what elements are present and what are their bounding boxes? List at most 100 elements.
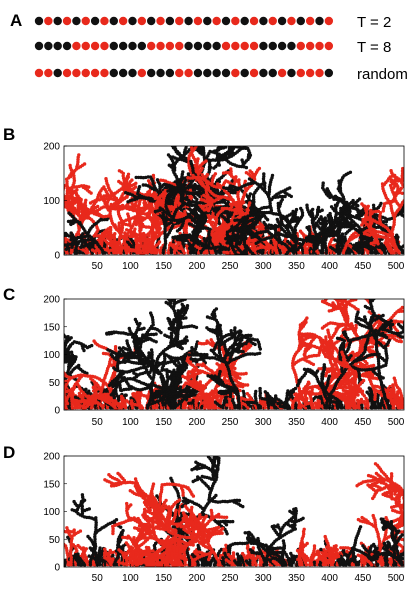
dot bbox=[72, 68, 81, 78]
dot bbox=[109, 16, 119, 26]
particle bbox=[185, 244, 189, 248]
particle bbox=[186, 138, 189, 141]
particle bbox=[162, 127, 165, 130]
particle bbox=[186, 130, 189, 133]
particle bbox=[227, 138, 230, 141]
particle bbox=[199, 249, 204, 253]
particle bbox=[162, 112, 165, 115]
particle bbox=[185, 141, 188, 144]
particle bbox=[160, 128, 163, 131]
particle bbox=[340, 232, 345, 236]
dot bbox=[240, 16, 249, 26]
particle bbox=[167, 138, 170, 141]
dot bbox=[100, 41, 109, 51]
particle bbox=[163, 135, 166, 138]
particle bbox=[143, 118, 146, 121]
dot bbox=[240, 41, 249, 51]
particle bbox=[132, 110, 135, 113]
particle bbox=[109, 228, 113, 232]
particle bbox=[157, 240, 162, 244]
particle bbox=[247, 142, 250, 145]
panel-letter-b: B bbox=[3, 125, 15, 144]
particle bbox=[233, 140, 236, 143]
dot bbox=[34, 68, 44, 78]
particle bbox=[194, 139, 197, 142]
particle bbox=[61, 196, 64, 199]
particle bbox=[198, 137, 201, 140]
particle bbox=[47, 171, 50, 174]
particle bbox=[143, 113, 146, 116]
particle bbox=[109, 225, 113, 230]
particle bbox=[148, 128, 151, 131]
particle bbox=[60, 178, 63, 181]
particle bbox=[64, 243, 68, 247]
particle bbox=[54, 175, 57, 178]
particle bbox=[60, 182, 63, 185]
particle bbox=[147, 130, 150, 133]
particle bbox=[65, 182, 69, 186]
dot bbox=[221, 16, 231, 26]
particle bbox=[141, 138, 144, 141]
dot bbox=[287, 68, 296, 78]
particle bbox=[189, 136, 192, 139]
particle bbox=[168, 122, 171, 125]
particle bbox=[143, 116, 146, 119]
dot bbox=[34, 16, 44, 26]
particle bbox=[323, 243, 327, 248]
particle bbox=[202, 135, 205, 138]
dot bbox=[305, 16, 315, 26]
dot bbox=[259, 16, 268, 26]
particle bbox=[142, 201, 146, 205]
particle bbox=[59, 182, 62, 185]
particle bbox=[159, 126, 162, 129]
particle bbox=[200, 135, 203, 138]
particle bbox=[49, 172, 52, 175]
particle bbox=[165, 114, 168, 117]
particle bbox=[142, 123, 145, 126]
particle bbox=[149, 115, 152, 118]
particle bbox=[137, 185, 142, 189]
particle bbox=[141, 183, 145, 187]
dot-row-1 bbox=[34, 41, 334, 51]
particle bbox=[142, 118, 145, 121]
dot bbox=[259, 41, 268, 51]
particle bbox=[160, 125, 163, 128]
particle bbox=[200, 137, 203, 140]
particle bbox=[77, 205, 81, 209]
particle bbox=[169, 135, 172, 138]
particle bbox=[199, 140, 202, 143]
particle bbox=[56, 178, 59, 181]
dot bbox=[165, 41, 175, 51]
particle bbox=[286, 239, 290, 244]
row-label-t2: T = 2 bbox=[357, 14, 391, 31]
particle bbox=[174, 128, 177, 131]
particle bbox=[141, 254, 145, 255]
particle bbox=[151, 173, 156, 178]
particle bbox=[190, 135, 193, 138]
particle bbox=[60, 175, 63, 178]
particle bbox=[165, 121, 168, 124]
particle bbox=[73, 251, 77, 255]
particle bbox=[58, 181, 61, 184]
particle bbox=[348, 244, 352, 248]
particle bbox=[156, 130, 159, 133]
particle bbox=[144, 255, 147, 258]
particle bbox=[164, 134, 167, 137]
particle bbox=[142, 120, 145, 123]
particle bbox=[200, 142, 203, 145]
particle bbox=[151, 129, 154, 132]
particle bbox=[147, 122, 150, 125]
particle bbox=[65, 191, 70, 196]
particle bbox=[183, 123, 186, 126]
particle bbox=[87, 245, 92, 249]
particle bbox=[87, 185, 91, 189]
particle bbox=[153, 251, 157, 255]
particle bbox=[102, 217, 107, 222]
particle bbox=[165, 136, 168, 139]
particle bbox=[166, 123, 169, 126]
particle bbox=[155, 178, 160, 182]
particle bbox=[102, 194, 106, 198]
particle bbox=[147, 213, 151, 217]
particle bbox=[191, 139, 194, 142]
dot bbox=[231, 41, 240, 51]
